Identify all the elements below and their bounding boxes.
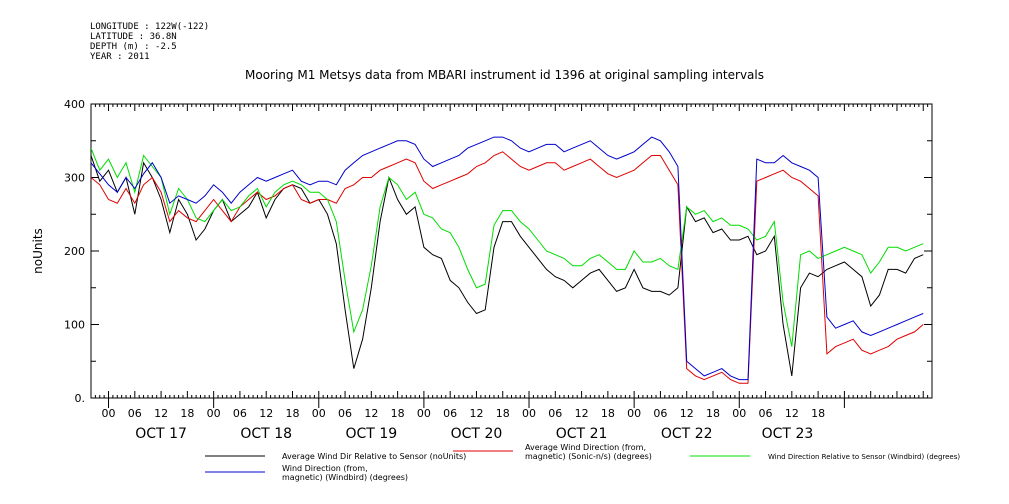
series-line-sonic-direction bbox=[91, 151, 924, 384]
y-tick-label: 100 bbox=[64, 319, 85, 332]
x-hour-label: 00 bbox=[627, 407, 641, 420]
x-hour-label: 18 bbox=[601, 407, 615, 420]
year-text: YEAR : 2011 bbox=[90, 52, 150, 62]
x-hour-label: 00 bbox=[732, 407, 746, 420]
x-hour-label: 06 bbox=[233, 407, 247, 420]
y-tick-label: 400 bbox=[64, 98, 85, 111]
x-hour-label: 18 bbox=[180, 407, 194, 420]
x-hour-label: 06 bbox=[653, 407, 667, 420]
x-hour-label: 00 bbox=[102, 407, 116, 420]
x-hour-label: 18 bbox=[496, 407, 510, 420]
metadata-block: LONGITUDE : 122W(-122) LATITUDE : 36.8N … bbox=[90, 22, 209, 62]
x-hour-label: 12 bbox=[785, 407, 799, 420]
x-hour-label: 12 bbox=[154, 407, 168, 420]
x-hour-label: 06 bbox=[338, 407, 352, 420]
x-day-label: OCT 18 bbox=[240, 426, 292, 442]
x-hour-label: 12 bbox=[469, 407, 483, 420]
x-hour-label: 00 bbox=[417, 407, 431, 420]
x-day-label: OCT 23 bbox=[762, 426, 814, 442]
x-day-label: OCT 19 bbox=[346, 426, 398, 442]
series-line-windbird-direction bbox=[91, 136, 924, 381]
legend-label: magnetic) (Sonic-n/s) (degrees) bbox=[525, 452, 652, 461]
chart-title: Mooring M1 Metsys data from MBARI instru… bbox=[245, 68, 764, 82]
y-tick-label: 300 bbox=[64, 172, 85, 185]
x-hour-label: 06 bbox=[128, 407, 142, 420]
longitude-text: LONGITUDE : 122W(-122) bbox=[90, 22, 210, 32]
x-day-label: OCT 22 bbox=[661, 426, 713, 442]
x-hour-label: 00 bbox=[207, 407, 221, 420]
depth-text: DEPTH (m) : -2.5 bbox=[90, 42, 177, 52]
x-day-label: OCT 21 bbox=[556, 426, 608, 442]
plot-frame bbox=[90, 103, 933, 399]
x-hour-label: 18 bbox=[811, 407, 825, 420]
legend-label: Wind Direction (from, bbox=[282, 464, 368, 473]
x-hour-label: 12 bbox=[259, 407, 273, 420]
latitude-text: LATITUDE : 36.8N bbox=[90, 32, 177, 42]
legend-label: Average Wind Direction (from, bbox=[525, 443, 646, 452]
series-line-relative-avg bbox=[91, 155, 924, 376]
x-hour-label: 18 bbox=[391, 407, 405, 420]
y-tick-label: 200 bbox=[64, 245, 85, 258]
x-hour-label: 00 bbox=[312, 407, 326, 420]
x-hour-label: 12 bbox=[575, 407, 589, 420]
series-line-windbird-relative bbox=[91, 147, 924, 347]
x-hour-label: 00 bbox=[522, 407, 536, 420]
x-hour-label: 18 bbox=[706, 407, 720, 420]
x-hour-label: 06 bbox=[759, 407, 773, 420]
x-hour-label: 18 bbox=[285, 407, 299, 420]
legend-label: Wind Direction Relative to Sensor (Windb… bbox=[768, 453, 960, 461]
x-day-label: OCT 17 bbox=[135, 426, 187, 442]
y-tick-label: 0. bbox=[75, 392, 86, 405]
legend-label: Average Wind Dir Relative to Sensor (noU… bbox=[282, 452, 466, 461]
x-hour-label: 06 bbox=[443, 407, 457, 420]
x-hour-label: 12 bbox=[680, 407, 694, 420]
x-hour-label: 06 bbox=[548, 407, 562, 420]
y-axis-label: noUnits bbox=[31, 228, 45, 274]
x-day-label: OCT 20 bbox=[451, 426, 503, 442]
x-hour-label: 12 bbox=[364, 407, 378, 420]
legend-label: magnetic) (Windbird) (degrees) bbox=[282, 473, 408, 482]
